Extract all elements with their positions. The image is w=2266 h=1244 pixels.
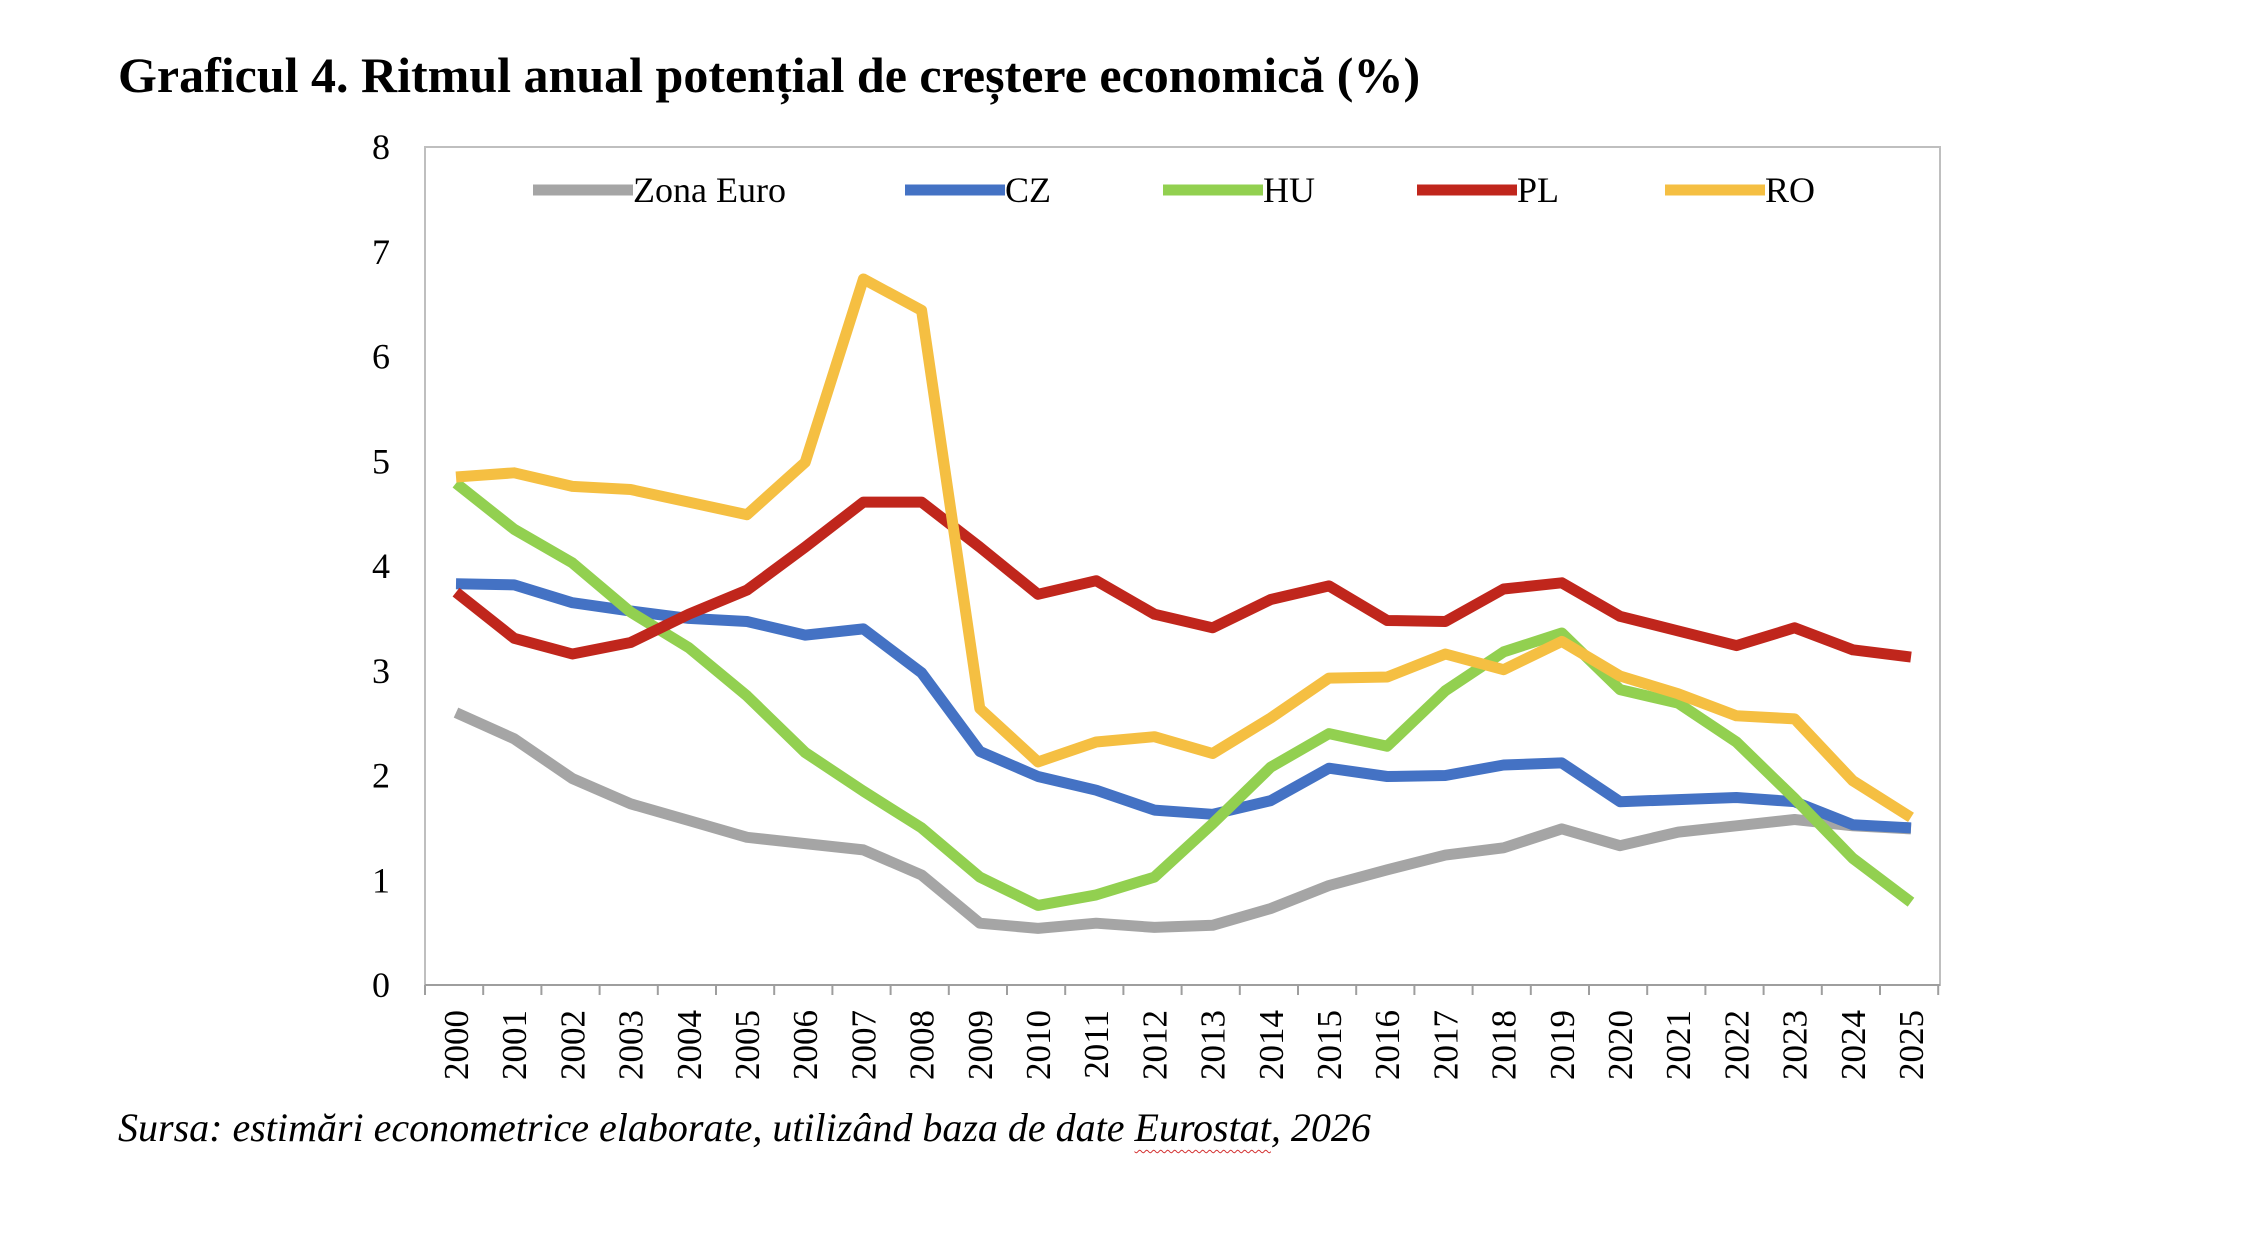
legend: Zona Euro CZ HU PL RO	[533, 170, 1815, 210]
series-line-hu	[452, 478, 1915, 911]
y-tick-label: 1	[372, 860, 390, 900]
x-tick-label: 2021	[1659, 1010, 1698, 1080]
series-lines	[452, 273, 1915, 934]
x-tick-label: 2005	[728, 1010, 767, 1080]
x-tick-label: 2025	[1892, 1010, 1931, 1080]
x-tick-label: 2020	[1601, 1010, 1640, 1080]
x-tick-label: 2006	[786, 1010, 825, 1080]
series-line-zona-euro	[453, 707, 1912, 934]
source-text: Sursa: estimări econometrice elaborate, …	[118, 1105, 1135, 1150]
chart-title: Graficul 4. Ritmul anual potențial de cr…	[118, 47, 1421, 103]
source-year: , 2026	[1270, 1105, 1371, 1150]
legend-label: PL	[1517, 170, 1559, 210]
series-line-ro	[455, 273, 1914, 823]
legend-label: HU	[1263, 170, 1315, 210]
legend-label: Zona Euro	[633, 170, 786, 210]
source-note: Sursa: estimări econometrice elaborate, …	[118, 1104, 1371, 1151]
x-tick-label: 2004	[670, 1010, 709, 1080]
x-tick-label: 2017	[1426, 1010, 1465, 1080]
y-tick-label: 3	[372, 651, 390, 691]
y-tick-label: 8	[372, 127, 390, 167]
y-tick-label: 7	[372, 232, 390, 272]
y-tick-label: 4	[372, 546, 390, 586]
x-tick-label: 2008	[903, 1010, 942, 1080]
plot-area-border	[424, 146, 1941, 986]
x-tick-label: 2002	[553, 1010, 592, 1080]
x-tick-label: 2001	[495, 1010, 534, 1080]
x-tick-label: 2022	[1717, 1010, 1756, 1080]
x-axis: 2000 2001 2002 2003 2004 2005 2006 2007 2008 2009…	[424, 985, 1940, 1080]
series-line-cz	[455, 578, 1912, 834]
x-tick-label: 2010	[1019, 1010, 1058, 1080]
x-tick-label: 2016	[1368, 1010, 1407, 1080]
y-axis: 0 1 2 3 4 5 6 7 8	[372, 127, 390, 1005]
y-tick-label: 0	[372, 965, 390, 1005]
legend-label: CZ	[1005, 170, 1051, 210]
x-tick-label: 2014	[1252, 1010, 1291, 1080]
y-tick-label: 5	[372, 441, 390, 481]
source-flagged-word: Eurostat	[1134, 1105, 1271, 1150]
x-tick-label: 2000	[437, 1010, 476, 1080]
y-tick-label: 2	[372, 756, 390, 796]
x-tick-label: 2012	[1135, 1010, 1174, 1080]
legend-label: RO	[1765, 170, 1815, 210]
x-tick-label: 2009	[961, 1010, 1000, 1080]
series-line-pl	[452, 496, 1912, 663]
x-tick-label: 2011	[1077, 1010, 1116, 1079]
x-tick-label: 2007	[844, 1010, 883, 1080]
x-tick-label: 2024	[1834, 1010, 1873, 1080]
x-tick-label: 2015	[1310, 1010, 1349, 1080]
x-tick-label: 2013	[1194, 1010, 1233, 1080]
x-tick-label: 2018	[1485, 1010, 1524, 1080]
y-tick-label: 6	[372, 337, 390, 377]
x-tick-label: 2019	[1543, 1010, 1582, 1080]
x-tick-label: 2023	[1776, 1010, 1815, 1080]
x-tick-label: 2003	[612, 1010, 651, 1080]
